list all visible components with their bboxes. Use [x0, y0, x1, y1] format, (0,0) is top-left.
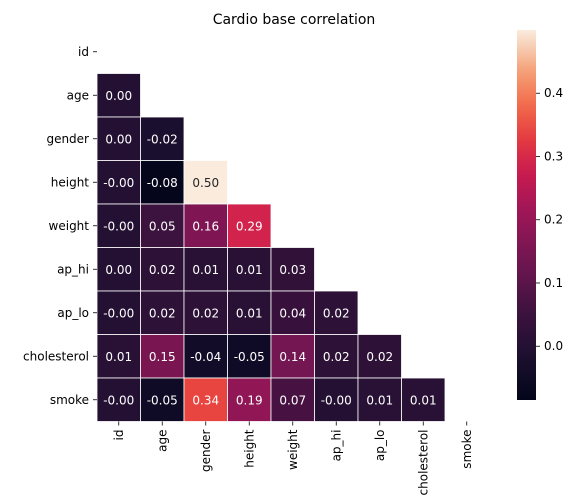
- heatmap-cell: [227, 203, 272, 248]
- y-tick-label: gender: [46, 132, 89, 146]
- heatmap-cell: [96, 73, 141, 118]
- x-tick-label: age: [155, 430, 169, 452]
- x-tick-label: id: [112, 430, 126, 441]
- chart-title: Cardio base correlation: [213, 12, 376, 28]
- cell-value-label: -0.00: [103, 393, 134, 407]
- colorbar: 0.0 0.1 0.2 0.3 0.4: [517, 30, 563, 400]
- cell-value-label: 0.05: [149, 219, 176, 233]
- cell-value-label: 0.02: [149, 306, 176, 320]
- x-tick-label: height: [242, 429, 256, 468]
- heatmap-cell: [140, 247, 185, 292]
- heatmap-cell: [401, 377, 446, 422]
- heatmap-cell: [140, 290, 185, 335]
- cell-value-label: -0.08: [147, 176, 178, 190]
- y-tick-label: cholesterol: [23, 349, 89, 363]
- cell-value-label: 0.29: [236, 219, 263, 233]
- heatmap-cell: [183, 160, 228, 205]
- cell-value-label: -0.00: [103, 176, 134, 190]
- cell-value-label: 0.14: [279, 350, 306, 364]
- cell-value-label: 0.50: [192, 176, 219, 190]
- x-tick-label: weight: [286, 429, 300, 470]
- colorbar-gradient: [517, 30, 536, 400]
- cell-value-label: -0.05: [147, 393, 178, 407]
- cell-value-label: 0.34: [192, 393, 219, 407]
- cell-value-label: 0.02: [149, 263, 176, 277]
- y-tick-label: ap_lo: [57, 306, 89, 320]
- cell-value-label: -0.02: [147, 132, 178, 146]
- cell-value-label: 0.19: [236, 393, 263, 407]
- heatmap-cell-labels: 0.00 0.00 -0.02 -0.00 -0.08 0.50 -0.00 0.05 0.16…: [103, 89, 436, 408]
- heatmap-cell: [183, 377, 228, 422]
- cell-value-label: 0.01: [410, 393, 437, 407]
- cell-value-label: 0.00: [105, 263, 132, 277]
- cell-value-label: 0.01: [105, 350, 132, 364]
- cell-value-label: 0.00: [105, 132, 132, 146]
- x-tick-label: smoke: [460, 430, 474, 469]
- cell-value-label: 0.01: [236, 306, 263, 320]
- heatmap-cell: [140, 116, 185, 161]
- cell-value-label: 0.01: [366, 393, 393, 407]
- heatmap-cell: [183, 290, 228, 335]
- y-tick-label: smoke: [50, 393, 89, 407]
- heatmap-cell: [140, 203, 185, 248]
- heatmap-cell: [357, 334, 402, 379]
- cell-value-label: 0.07: [279, 393, 306, 407]
- heatmap-cell: [140, 334, 185, 379]
- cell-value-label: -0.05: [234, 350, 265, 364]
- heatmap-cell: [314, 290, 359, 335]
- cell-value-label: 0.02: [323, 350, 350, 364]
- cell-value-label: -0.00: [103, 306, 134, 320]
- cell-value-label: 0.01: [192, 263, 219, 277]
- y-axis: id age gender height weight ap_hi ap_locholest…: [23, 45, 97, 407]
- cell-value-label: 0.01: [236, 263, 263, 277]
- cell-value-label: 0.00: [105, 89, 132, 103]
- heatmap-cell: [314, 334, 359, 379]
- y-tick-label: id: [78, 45, 89, 59]
- cell-value-label: 0.02: [366, 350, 393, 364]
- heatmap-cell: [96, 334, 141, 379]
- cell-value-label: 0.02: [323, 306, 350, 320]
- x-tick-label: cholesterol: [416, 430, 430, 496]
- cell-value-label: -0.00: [321, 393, 352, 407]
- heatmap-cell: [227, 290, 272, 335]
- colorbar-tick-label: 0.0: [544, 339, 563, 353]
- cell-value-label: 0.04: [279, 306, 306, 320]
- y-tick-label: height: [51, 175, 90, 189]
- cell-value-label: -0.00: [103, 219, 134, 233]
- heatmap-cell: [96, 116, 141, 161]
- x-tick-label: ap_lo: [373, 430, 387, 462]
- colorbar-tick-label: 0.4: [544, 86, 563, 100]
- heatmap-cell: [227, 247, 272, 292]
- y-tick-label: weight: [49, 219, 90, 233]
- cell-value-label: 0.16: [192, 219, 219, 233]
- heatmap-cell: [96, 377, 141, 422]
- cell-value-label: 0.03: [279, 263, 306, 277]
- y-tick-label: ap_hi: [57, 262, 89, 276]
- x-tick-label: ap_hi: [329, 430, 343, 462]
- colorbar-tick-label: 0.2: [544, 213, 563, 227]
- colorbar-tick-label: 0.1: [544, 276, 563, 290]
- x-tick-label: gender: [199, 429, 213, 472]
- heatmap-cell: [227, 334, 272, 379]
- heatmap-cells: [96, 73, 446, 422]
- cell-value-label: 0.02: [192, 306, 219, 320]
- cell-value-label: -0.04: [190, 350, 221, 364]
- heatmap-cell: [270, 290, 315, 335]
- cell-value-label: 0.15: [149, 350, 176, 364]
- x-axis: id age gender height weight ap_hi ap_lo cholest…: [112, 421, 474, 496]
- colorbar-tick-label: 0.3: [544, 149, 563, 163]
- y-tick-label: age: [67, 88, 89, 102]
